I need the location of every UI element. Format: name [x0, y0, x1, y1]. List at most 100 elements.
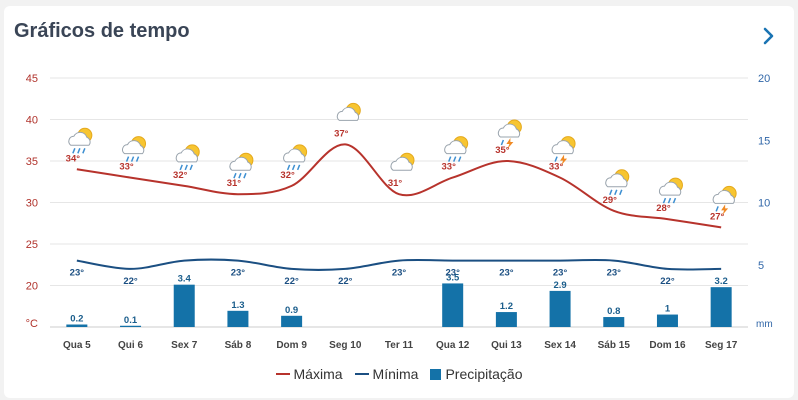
- rain-drop: [72, 148, 76, 154]
- rain-drop: [238, 172, 242, 179]
- precip-bar: [495, 312, 517, 327]
- y-left-tick-label: 45: [26, 73, 38, 85]
- x-tick-label: Seg 10: [329, 340, 362, 351]
- x-tick-label: Qua 12: [436, 340, 470, 351]
- x-tick-label: Sex 14: [544, 340, 576, 351]
- legend-min-swatch: [354, 373, 369, 375]
- precip-bar: [120, 325, 142, 327]
- precip-bar: [281, 315, 303, 327]
- rain-drop: [457, 156, 462, 162]
- min-data-label: 22°: [284, 276, 299, 287]
- rain-drop: [500, 139, 505, 146]
- precip-data-label: 0.9: [285, 305, 298, 316]
- y-right-tick-label: 10: [758, 198, 770, 210]
- cloud-shape: [497, 123, 521, 138]
- legend-item-max[interactable]: Máxima: [275, 366, 343, 382]
- lightning-bolt: [560, 154, 568, 166]
- rain-drop: [667, 197, 672, 204]
- rain-drop: [286, 164, 291, 171]
- chevron-right-icon[interactable]: [760, 24, 778, 48]
- min-data-label: 23°: [231, 268, 246, 279]
- cloud-shape: [390, 156, 413, 171]
- x-tick-label: Qua 5: [63, 340, 91, 351]
- precip-data-label: 1: [665, 304, 671, 315]
- cloud-shape: [68, 131, 91, 146]
- min-data-label: 22°: [338, 276, 353, 287]
- cloud-shape: [283, 148, 306, 163]
- min-data-label: 23°: [499, 268, 514, 279]
- max-data-label: 35°: [495, 145, 510, 156]
- legend-precip-swatch: [430, 368, 442, 380]
- y-left-tick-label: 30: [26, 198, 38, 210]
- rain-drop: [179, 164, 183, 171]
- rain-drop: [614, 189, 618, 196]
- x-tick-label: Sex 7: [171, 340, 198, 351]
- precip-bar: [227, 310, 249, 327]
- max-data-label: 28°: [656, 203, 671, 214]
- precip-data-label: 3.2: [715, 276, 728, 287]
- max-temperature-line: [76, 143, 722, 229]
- y-left-axis-label: °C: [26, 318, 38, 330]
- cloud-shape: [659, 181, 682, 196]
- y-right-tick-label: 20: [758, 73, 770, 85]
- min-data-label: 23°: [446, 268, 461, 279]
- rain-drop: [662, 197, 667, 204]
- min-data-label: 23°: [553, 268, 568, 279]
- cloud-shape: [175, 148, 198, 163]
- y-left-tick-label: 35: [26, 156, 38, 168]
- rain-cloud-sun-icon: [68, 127, 93, 154]
- rain-drop: [135, 156, 140, 162]
- rain-drop: [672, 197, 677, 204]
- precip-data-label: 2.9: [553, 280, 566, 291]
- rain-drop: [609, 189, 613, 196]
- legend-item-min[interactable]: Mínima: [354, 366, 418, 382]
- max-data-label: 29°: [603, 195, 618, 206]
- storm-cloud-sun-icon: [497, 119, 522, 149]
- rain-drop: [452, 156, 457, 162]
- legend-item-precip[interactable]: Precipitação: [430, 366, 522, 382]
- min-temperature-line: [76, 258, 722, 271]
- rain-cloud-sun-icon: [229, 152, 254, 179]
- min-data-label: 23°: [392, 268, 407, 279]
- cloud-shape: [336, 106, 360, 121]
- cloud-shape: [551, 140, 574, 155]
- x-tick-label: Seg 17: [705, 340, 738, 351]
- rain-cloud-sun-icon: [659, 177, 683, 204]
- x-tick-label: Ter 11: [385, 340, 414, 351]
- x-tick-label: Sáb 15: [598, 340, 631, 351]
- max-data-label: 27°: [710, 211, 725, 222]
- min-data-label: 23°: [607, 268, 622, 279]
- precip-data-label: 3.5: [446, 272, 460, 283]
- max-data-label: 37°: [334, 128, 349, 139]
- precip-bar: [710, 287, 732, 327]
- rain-cloud-sun-icon: [175, 144, 200, 171]
- rain-drop: [189, 164, 193, 171]
- rain-drop: [130, 156, 135, 162]
- y-left-tick-label: 20: [26, 281, 38, 293]
- min-data-label: 23°: [70, 268, 85, 279]
- x-tick-label: Qui 6: [118, 340, 143, 351]
- y-right-tick-label: 15: [758, 135, 770, 147]
- x-tick-label: Dom 9: [276, 340, 307, 351]
- legend-max-label: Máxima: [293, 366, 343, 382]
- rain-drop: [554, 156, 558, 162]
- sun-cloud-icon: [390, 152, 415, 171]
- precip-bar: [66, 324, 88, 327]
- rain-drop: [77, 148, 81, 154]
- rain-cloud-sun-icon: [605, 169, 630, 196]
- max-data-label: 33°: [119, 162, 134, 173]
- rain-cloud-sun-icon: [444, 136, 469, 162]
- legend-precip-label: Precipitação: [445, 366, 523, 382]
- rain-drop: [243, 172, 247, 179]
- precip-bar: [603, 317, 625, 327]
- cloud-shape: [229, 156, 252, 171]
- rain-drop: [184, 164, 188, 171]
- cloud-shape: [605, 173, 628, 188]
- y-right-axis-label: mm: [756, 319, 773, 330]
- max-data-label: 33°: [549, 162, 564, 173]
- cloud-shape: [122, 140, 145, 155]
- y-right-tick-label: 5: [758, 260, 764, 272]
- rain-drop: [619, 189, 623, 196]
- max-data-label: 32°: [173, 170, 188, 181]
